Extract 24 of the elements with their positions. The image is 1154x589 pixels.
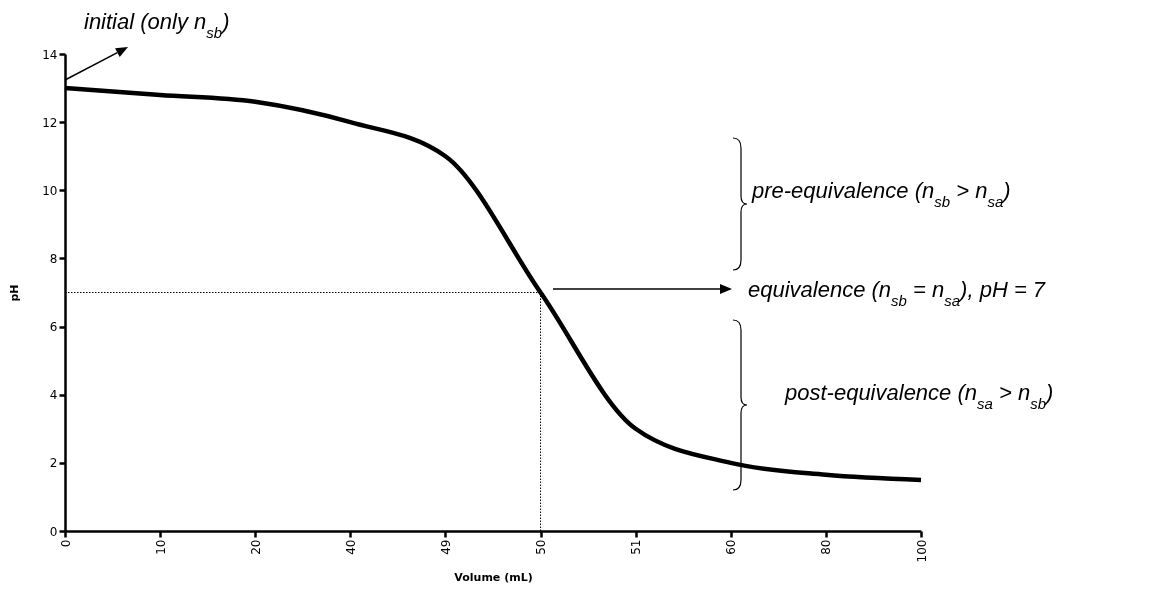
x-tick-label: 80 <box>819 539 834 555</box>
x-tick-label: 60 <box>724 539 739 555</box>
y-tick-label: 4 <box>49 388 58 403</box>
y-tick-label: 12 <box>42 115 58 130</box>
y-axis-title: pH <box>8 284 22 302</box>
x-tick-label: 100 <box>914 539 929 563</box>
y-tick-label: 8 <box>49 251 58 266</box>
x-tick-label: 49 <box>438 539 453 555</box>
x-tick-label: 0 <box>58 539 73 548</box>
y-tick-label: 2 <box>49 456 58 471</box>
y-tick-label: 0 <box>49 524 58 539</box>
y-tick-label: 6 <box>49 320 58 335</box>
x-tick-label: 40 <box>343 539 358 555</box>
x-tick-label: 20 <box>248 539 263 555</box>
x-axis-title: Volume (mL) <box>454 571 533 585</box>
annotation: post-equivalence (n$_{sa}$ > n$_{sb}$) <box>784 380 1054 412</box>
x-tick-label: 10 <box>153 539 168 555</box>
y-tick-label: 14 <box>42 47 58 62</box>
x-tick-label: 51 <box>629 539 644 555</box>
annotation: equivalence (n$_{sb}$ = n$_{sa}$), pH = 7 <box>748 277 1046 309</box>
text: initial (only n$_{sb}$) <box>84 9 230 41</box>
annotation: pre-equivalence (n$_{sb}$ > n$_{sa}$) <box>751 178 1011 210</box>
y-tick-label: 10 <box>42 183 58 198</box>
x-tick-label: 50 <box>534 539 549 555</box>
